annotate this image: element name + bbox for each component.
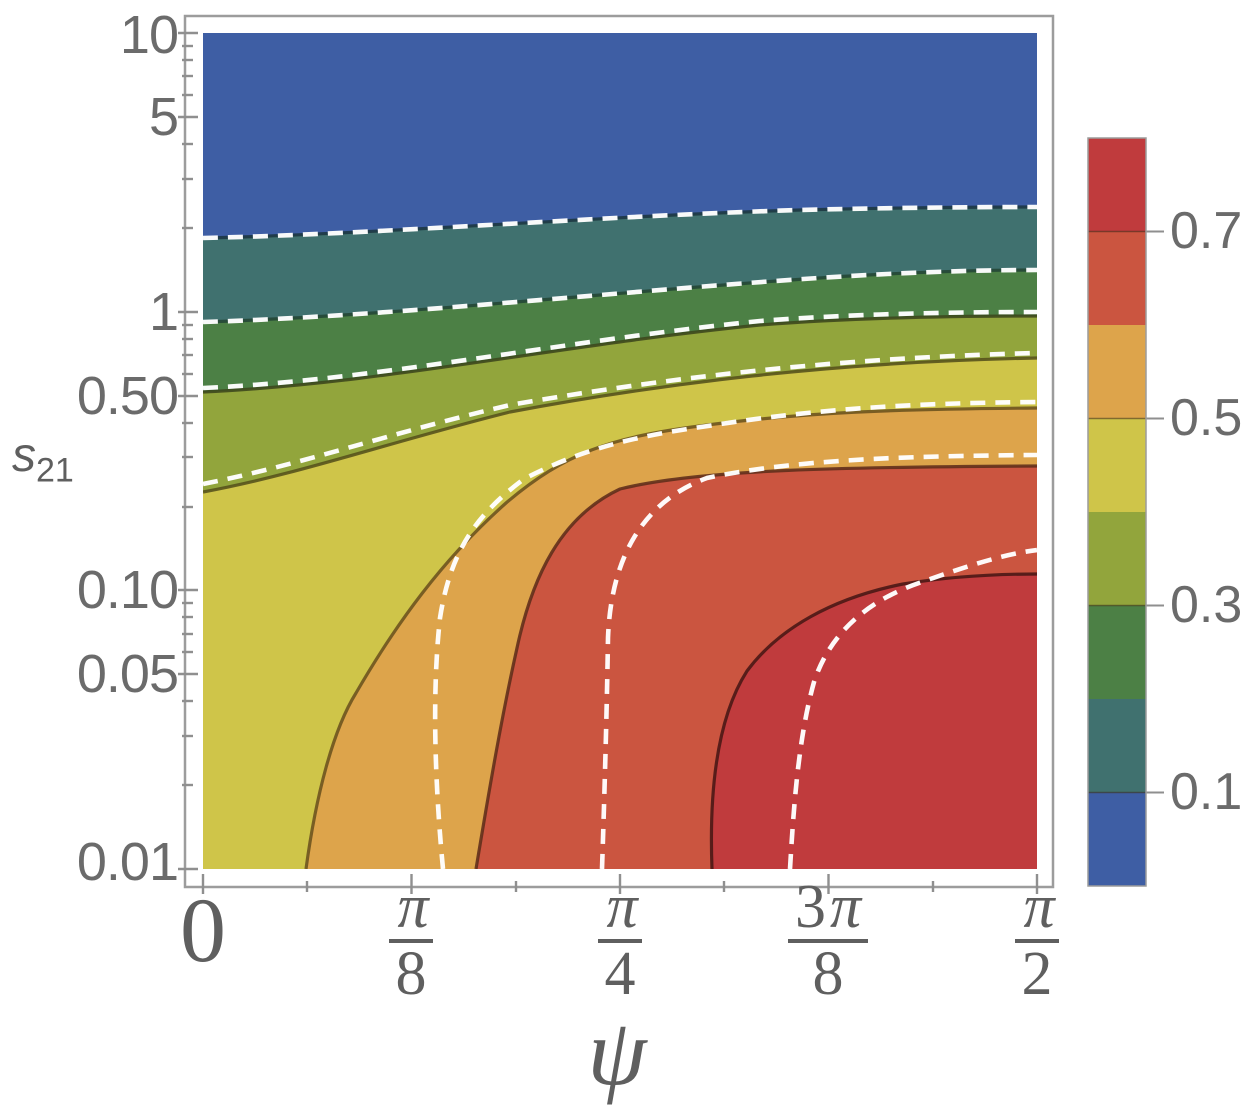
colorbar-label: 0.3 [1170,576,1243,634]
fraction-numerator: π [829,873,862,941]
x-tick-label-0: 0 [180,879,226,981]
x-tick-label-pi-2: π 2 [1015,873,1059,1008]
y-axis-title-base: s [12,429,36,482]
fraction-bar [1015,939,1059,943]
dashed-contour-0.2 [203,267,1037,325]
fraction-denominator: 2 [1021,940,1053,1008]
y-tick-label: 5 [148,87,179,147]
contour-line-0.5 [304,406,1037,869]
fraction-numerator: π [606,873,638,941]
colorbar-segment [1088,418,1146,512]
y-tick-label: 0.01 [76,832,179,892]
fraction-denominator: 4 [604,940,636,1008]
dashed-contour-0.7 [787,547,1037,869]
colorbar-segment [1088,138,1146,232]
y-tick-label: 10 [119,5,179,65]
colorbar-border [1087,137,1147,887]
fraction-bar [788,939,868,943]
fraction-numerator: π [397,873,429,941]
fraction-bar [598,939,642,943]
colorbar-segment [1088,512,1146,606]
y-axis-title-sub: 21 [36,451,74,490]
dashed-contour-0.1 [203,204,1037,241]
band-0.7-0.8 [711,574,1037,869]
y-tick-label: 0.50 [76,366,179,426]
dashed-contour-0.4 [203,350,1037,487]
colorbar-label-ticks [1146,230,1164,794]
y-tick-label: 0.05 [76,644,179,704]
x-tick-label-pi-8: π 8 [389,873,433,1008]
y-tick-label: 1 [148,282,179,342]
colorbar-segment [1088,792,1146,886]
dashed-contour-0.3 [203,309,1037,391]
colorbar [1087,137,1164,887]
colorbar-segment [1088,231,1146,325]
fraction-denominator: 8 [812,940,844,1008]
contour-bands [203,33,1037,869]
colorbar-label: 0.7 [1170,202,1243,260]
fraction-denominator: 8 [395,940,427,1008]
contour-line-0.4 [203,356,1037,494]
colorbar-segment [1088,605,1146,699]
contour-line-0.6 [474,464,1037,869]
y-tick-label: 0.10 [76,560,179,620]
colorbar-segment [1088,325,1146,419]
fraction-bar [389,939,433,943]
contour-line-0.7 [709,572,1037,869]
y-axis-title: s21 [12,428,74,491]
fraction-numerator: π [1023,873,1055,941]
colorbar-label: 0.5 [1170,389,1243,447]
dashed-contour-0.6 [599,452,1037,869]
dashed-contour-0.5 [432,399,1037,869]
colorbar-label: 0.1 [1170,763,1243,821]
x-axis-ticks [201,874,1039,894]
colorbar-segment [1088,699,1146,793]
x-axis-title: ψ [587,999,647,1105]
x-tick-label-pi-4: π 4 [598,873,642,1008]
fraction-numerator-coef: 3 [794,873,826,941]
y-axis-ticks [178,31,198,871]
dashed-contour-lines [203,204,1037,869]
colorbar-dividers [1088,230,1146,794]
contour-line-0.3 [203,314,1037,394]
